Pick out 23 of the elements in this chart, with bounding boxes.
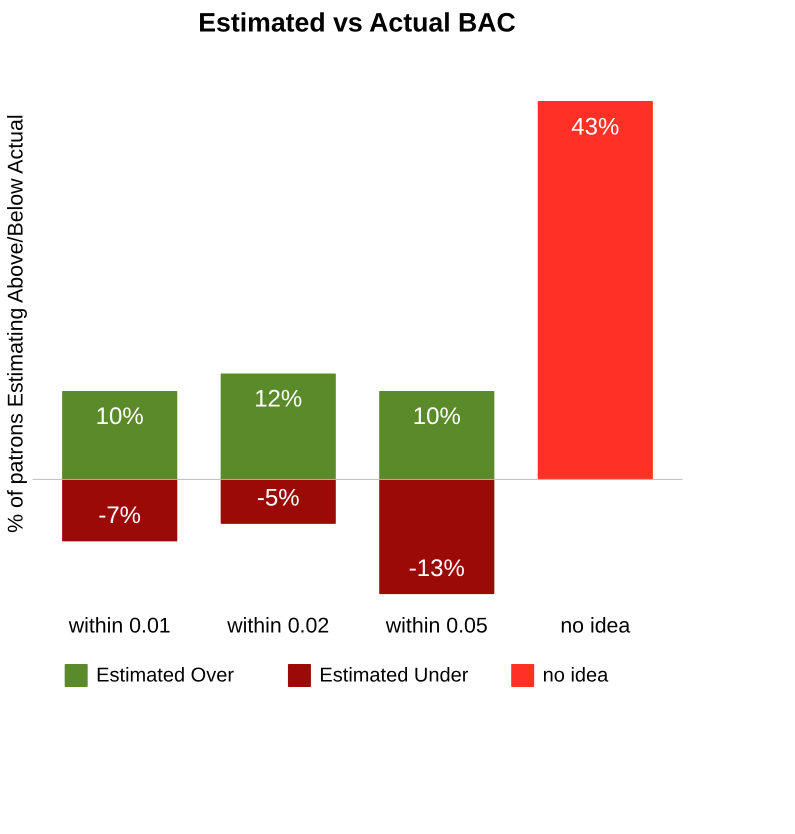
x-tick-label: within 0.05	[384, 614, 488, 638]
data-label: -13%	[408, 554, 465, 582]
x-tick-label: within 0.02	[226, 614, 330, 638]
x-tick-label: within 0.01	[68, 614, 171, 638]
legend-label: Estimated Under	[319, 664, 469, 686]
data-label: -5%	[256, 484, 300, 512]
bar	[62, 391, 178, 480]
legend-label: no idea	[542, 664, 610, 686]
data-label: 12%	[254, 386, 302, 413]
bar	[220, 478, 336, 524]
bar	[379, 391, 494, 480]
legend-label: Estimated Over	[96, 664, 234, 686]
bar	[379, 478, 494, 594]
bar	[220, 373, 336, 480]
x-tick-label: no idea	[560, 614, 630, 638]
y-axis-title: % of patrons Estimating Above/Below Actual	[4, 114, 28, 533]
bar	[538, 101, 653, 480]
data-label: 43%	[571, 113, 620, 140]
data-label: 10%	[412, 403, 461, 430]
bar	[62, 478, 178, 542]
data-label: 10%	[96, 403, 144, 430]
chart-title: Estimated vs Actual BAC	[198, 8, 516, 38]
data-label: -7%	[98, 502, 142, 530]
